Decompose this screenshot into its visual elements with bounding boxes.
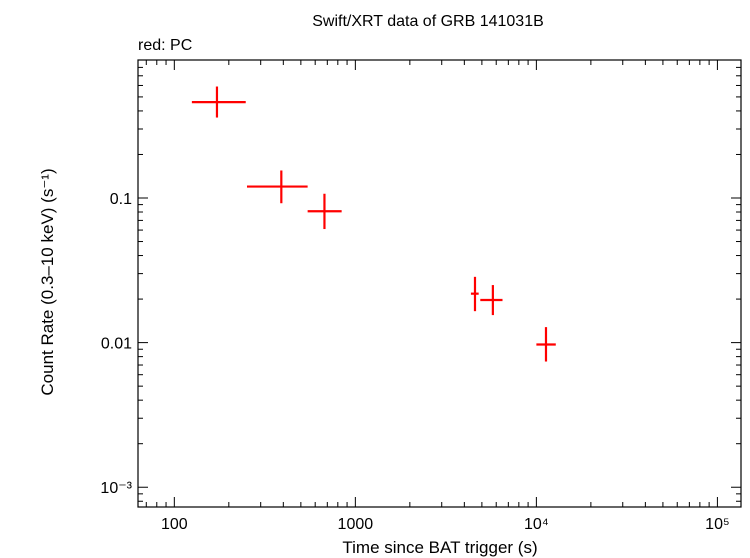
axis-tick-labels: 100 1000 10⁴ 10⁵ 0.1 0.01 10⁻³ (100, 191, 729, 533)
x-tick-label: 1000 (338, 516, 374, 533)
y-tick-label: 0.01 (101, 336, 132, 353)
data-point (246, 170, 308, 204)
chart-title: Swift/XRT data of GRB 141031B (312, 13, 544, 30)
y-tick-label: 10⁻³ (100, 480, 132, 497)
plot-frame (137, 59, 742, 508)
x-tick-label: 10⁵ (705, 516, 729, 533)
x-tick-label: 100 (161, 516, 188, 533)
chart-subtitle: red: PC (138, 37, 192, 54)
data-points (191, 86, 556, 362)
x-tick-label: 10⁴ (524, 516, 549, 533)
data-point (480, 285, 503, 316)
data-point (536, 327, 556, 362)
data-point (307, 193, 342, 230)
data-point (470, 276, 479, 312)
y-tick-label: 0.1 (110, 191, 132, 208)
x-axis-label: Time since BAT trigger (s) (342, 538, 537, 557)
y-axis-label: Count Rate (0.3–10 keV) (s⁻¹) (38, 168, 57, 395)
data-point (191, 86, 246, 118)
axis-ticks (138, 59, 741, 507)
